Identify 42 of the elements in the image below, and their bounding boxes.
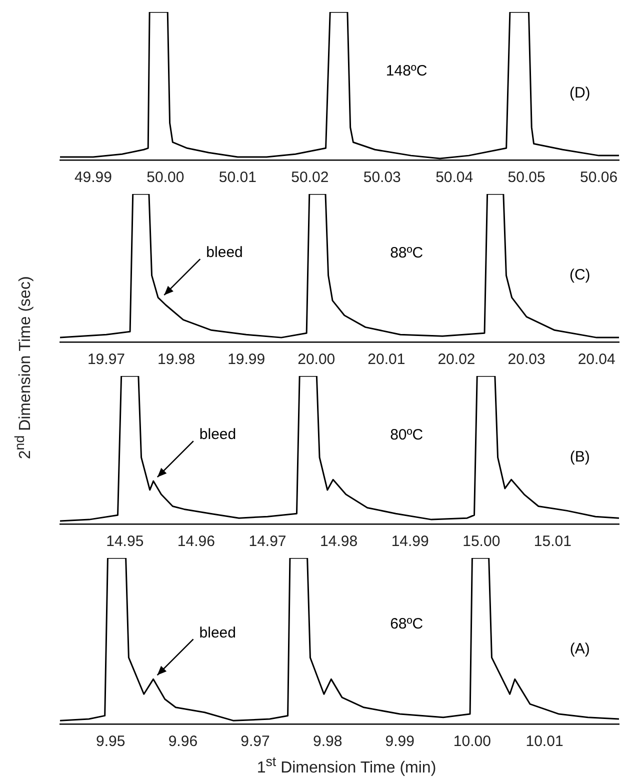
- x-tick-label: 9.99: [385, 733, 414, 750]
- annotation: (B): [570, 448, 590, 466]
- x-axis-title: 1$^{st}$ Dimension Time (min): [256, 754, 438, 778]
- annotation: (A): [570, 640, 590, 658]
- x-tick-label: 14.96: [177, 533, 215, 550]
- annotation: (D): [569, 84, 590, 102]
- x-tick-label: 9.95: [96, 733, 126, 750]
- x-tick-label: 14.95: [106, 533, 144, 550]
- annotation: bleed: [206, 244, 243, 262]
- x-tick-label: 50.05: [508, 169, 546, 186]
- x-tick-label: 15.00: [462, 533, 500, 550]
- annotation: 88ºC: [390, 244, 424, 262]
- x-tick-label: 14.98: [320, 533, 358, 550]
- x-tick-label: 20.02: [438, 351, 476, 368]
- x-tick-label: 50.01: [218, 169, 256, 186]
- x-tick-label: 14.97: [248, 533, 286, 550]
- x-tick-label: 15.01: [534, 533, 572, 550]
- x-tick-label: 19.99: [228, 351, 266, 368]
- x-tick-label: 10.00: [453, 733, 491, 750]
- annotation: bleed: [199, 624, 236, 642]
- x-tick-label: 49.99: [74, 169, 112, 186]
- x-tick-label: 50.00: [146, 169, 184, 186]
- x-tick-label: 50.03: [363, 169, 401, 186]
- x-tick-label: 50.04: [436, 169, 474, 186]
- x-tick-label: 19.98: [158, 351, 196, 368]
- x-tick-label: 20.03: [508, 351, 546, 368]
- x-tick-label: 9.97: [240, 733, 270, 750]
- x-tick-label: 19.97: [87, 351, 126, 368]
- annotation: (C): [569, 266, 590, 284]
- x-tick-label: 14.99: [391, 533, 429, 550]
- x-tick-label: 50.06: [580, 169, 618, 186]
- x-tick-label: 20.01: [368, 351, 406, 368]
- annotation: 148ºC: [386, 62, 428, 80]
- x-tick-label: 20.04: [578, 351, 616, 368]
- x-tick-label: 9.98: [312, 733, 342, 750]
- annotation: 80ºC: [390, 426, 424, 444]
- x-tick-label: 9.96: [168, 733, 198, 750]
- x-tick-label: 50.02: [291, 169, 329, 186]
- x-tick-label: 10.01: [526, 733, 564, 750]
- annotation: bleed: [199, 426, 236, 444]
- annotation: 68ºC: [390, 616, 424, 633]
- x-tick-label: 20.00: [298, 351, 336, 368]
